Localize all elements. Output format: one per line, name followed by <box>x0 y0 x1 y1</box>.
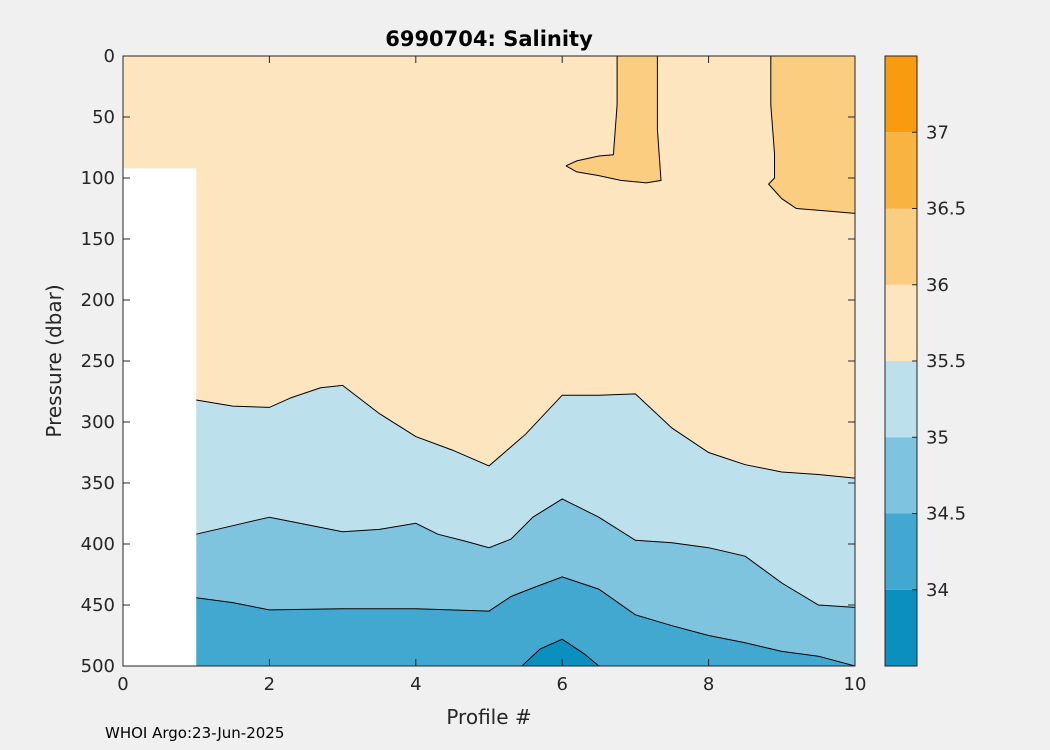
x-tick-label: 6 <box>556 674 567 695</box>
y-tick-label: 100 <box>81 168 115 189</box>
y-tick-label: 250 <box>81 351 115 372</box>
colorbar-tick-label: 34.5 <box>926 504 966 525</box>
colorbar-segment <box>885 513 917 590</box>
contour-line-36.0-profile-7- <box>565 56 662 184</box>
y-tick-label: 0 <box>104 46 115 67</box>
x-tick-label: 8 <box>703 674 714 695</box>
colorbar-segment <box>885 437 917 514</box>
x-tick-label: 0 <box>117 674 128 695</box>
y-tick-label: 150 <box>81 229 115 250</box>
contour-line-34.0 <box>521 638 600 666</box>
x-axis-label: Profile # <box>446 705 531 729</box>
y-tick-label: 50 <box>92 107 115 128</box>
y-axis-label: Pressure (dbar) <box>42 284 66 437</box>
y-tick-label: 200 <box>81 290 115 311</box>
x-tick-label: 10 <box>844 674 867 695</box>
credit-text: WHOI Argo:23-Jun-2025 <box>105 724 285 742</box>
colorbar-segment <box>885 208 917 285</box>
band-33.5-34 <box>521 639 599 666</box>
contour-line-35.0 <box>196 498 855 608</box>
y-tick-label: 350 <box>81 473 115 494</box>
colorbar-segment <box>885 284 917 361</box>
colorbar-tick-label: 37 <box>926 122 949 143</box>
colorbar-tick-label: 35 <box>926 427 949 448</box>
x-tick-label: 4 <box>410 674 421 695</box>
y-tick-label: 500 <box>81 656 115 677</box>
colorbar-segment <box>885 589 917 666</box>
x-tick-label: 2 <box>264 674 275 695</box>
contour-lines <box>196 56 855 666</box>
colorbar-segment <box>885 132 917 209</box>
chart-title: 6990704: Salinity <box>385 27 593 51</box>
colorbar-tick-label: 34 <box>926 580 949 601</box>
colorbar-segment <box>885 56 917 133</box>
y-tick-label: 450 <box>81 595 115 616</box>
contour-line-36.0-profiles-9-10- <box>767 56 855 214</box>
contour-line-34.5 <box>196 576 855 666</box>
plot-area <box>123 56 855 666</box>
y-tick-label: 300 <box>81 412 115 433</box>
band-34-34.5 <box>196 576 855 666</box>
contour-fills <box>196 56 855 666</box>
colorbar-segment <box>885 361 917 438</box>
y-tick-label: 400 <box>81 534 115 555</box>
band-36-36.5-profiles9-10 <box>768 56 855 214</box>
colorbar-tick-label: 36 <box>926 275 949 296</box>
contour-line-35.5 <box>196 384 855 479</box>
missing-data-region <box>123 168 197 666</box>
colorbar: 34 34.5 35 35.5 36 36.5 37 <box>884 55 966 667</box>
band-36-36.5-profile7 <box>565 56 661 183</box>
colorbar-tick-label: 36.5 <box>926 199 966 220</box>
colorbar-tick-label: 35.5 <box>926 351 966 372</box>
